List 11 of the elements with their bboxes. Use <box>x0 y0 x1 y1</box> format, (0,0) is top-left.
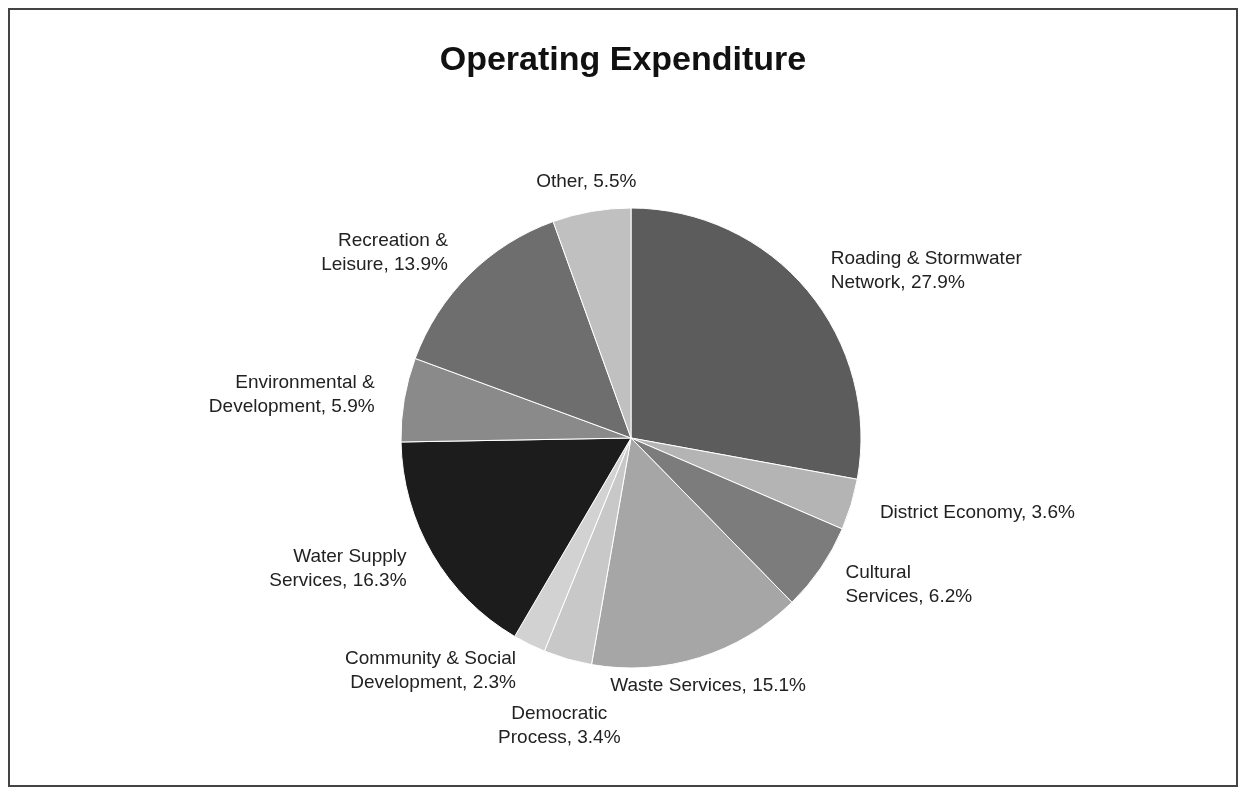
slice-label: Recreation & Leisure, 13.9% <box>321 229 449 275</box>
slice-label: Roading & Stormwater Network, 27.9% <box>830 247 1023 293</box>
slice-label: Community & Social Development, 2.3% <box>344 647 517 693</box>
slice-label: Water Supply Services, 16.3% <box>269 545 408 591</box>
slice-label: Other, 5.5% <box>536 169 637 191</box>
slice-label: District Economy, 3.6% <box>879 501 1075 523</box>
slice-label: Waste Services, 15.1% <box>610 674 807 696</box>
slice-label: Environmental & Development, 5.9% <box>208 370 375 416</box>
chart-title: Operating Expenditure <box>439 39 807 77</box>
slice-label: Cultural Services, 6.2% <box>845 561 973 607</box>
slice-label: Democratic Process, 3.4% <box>498 702 621 748</box>
